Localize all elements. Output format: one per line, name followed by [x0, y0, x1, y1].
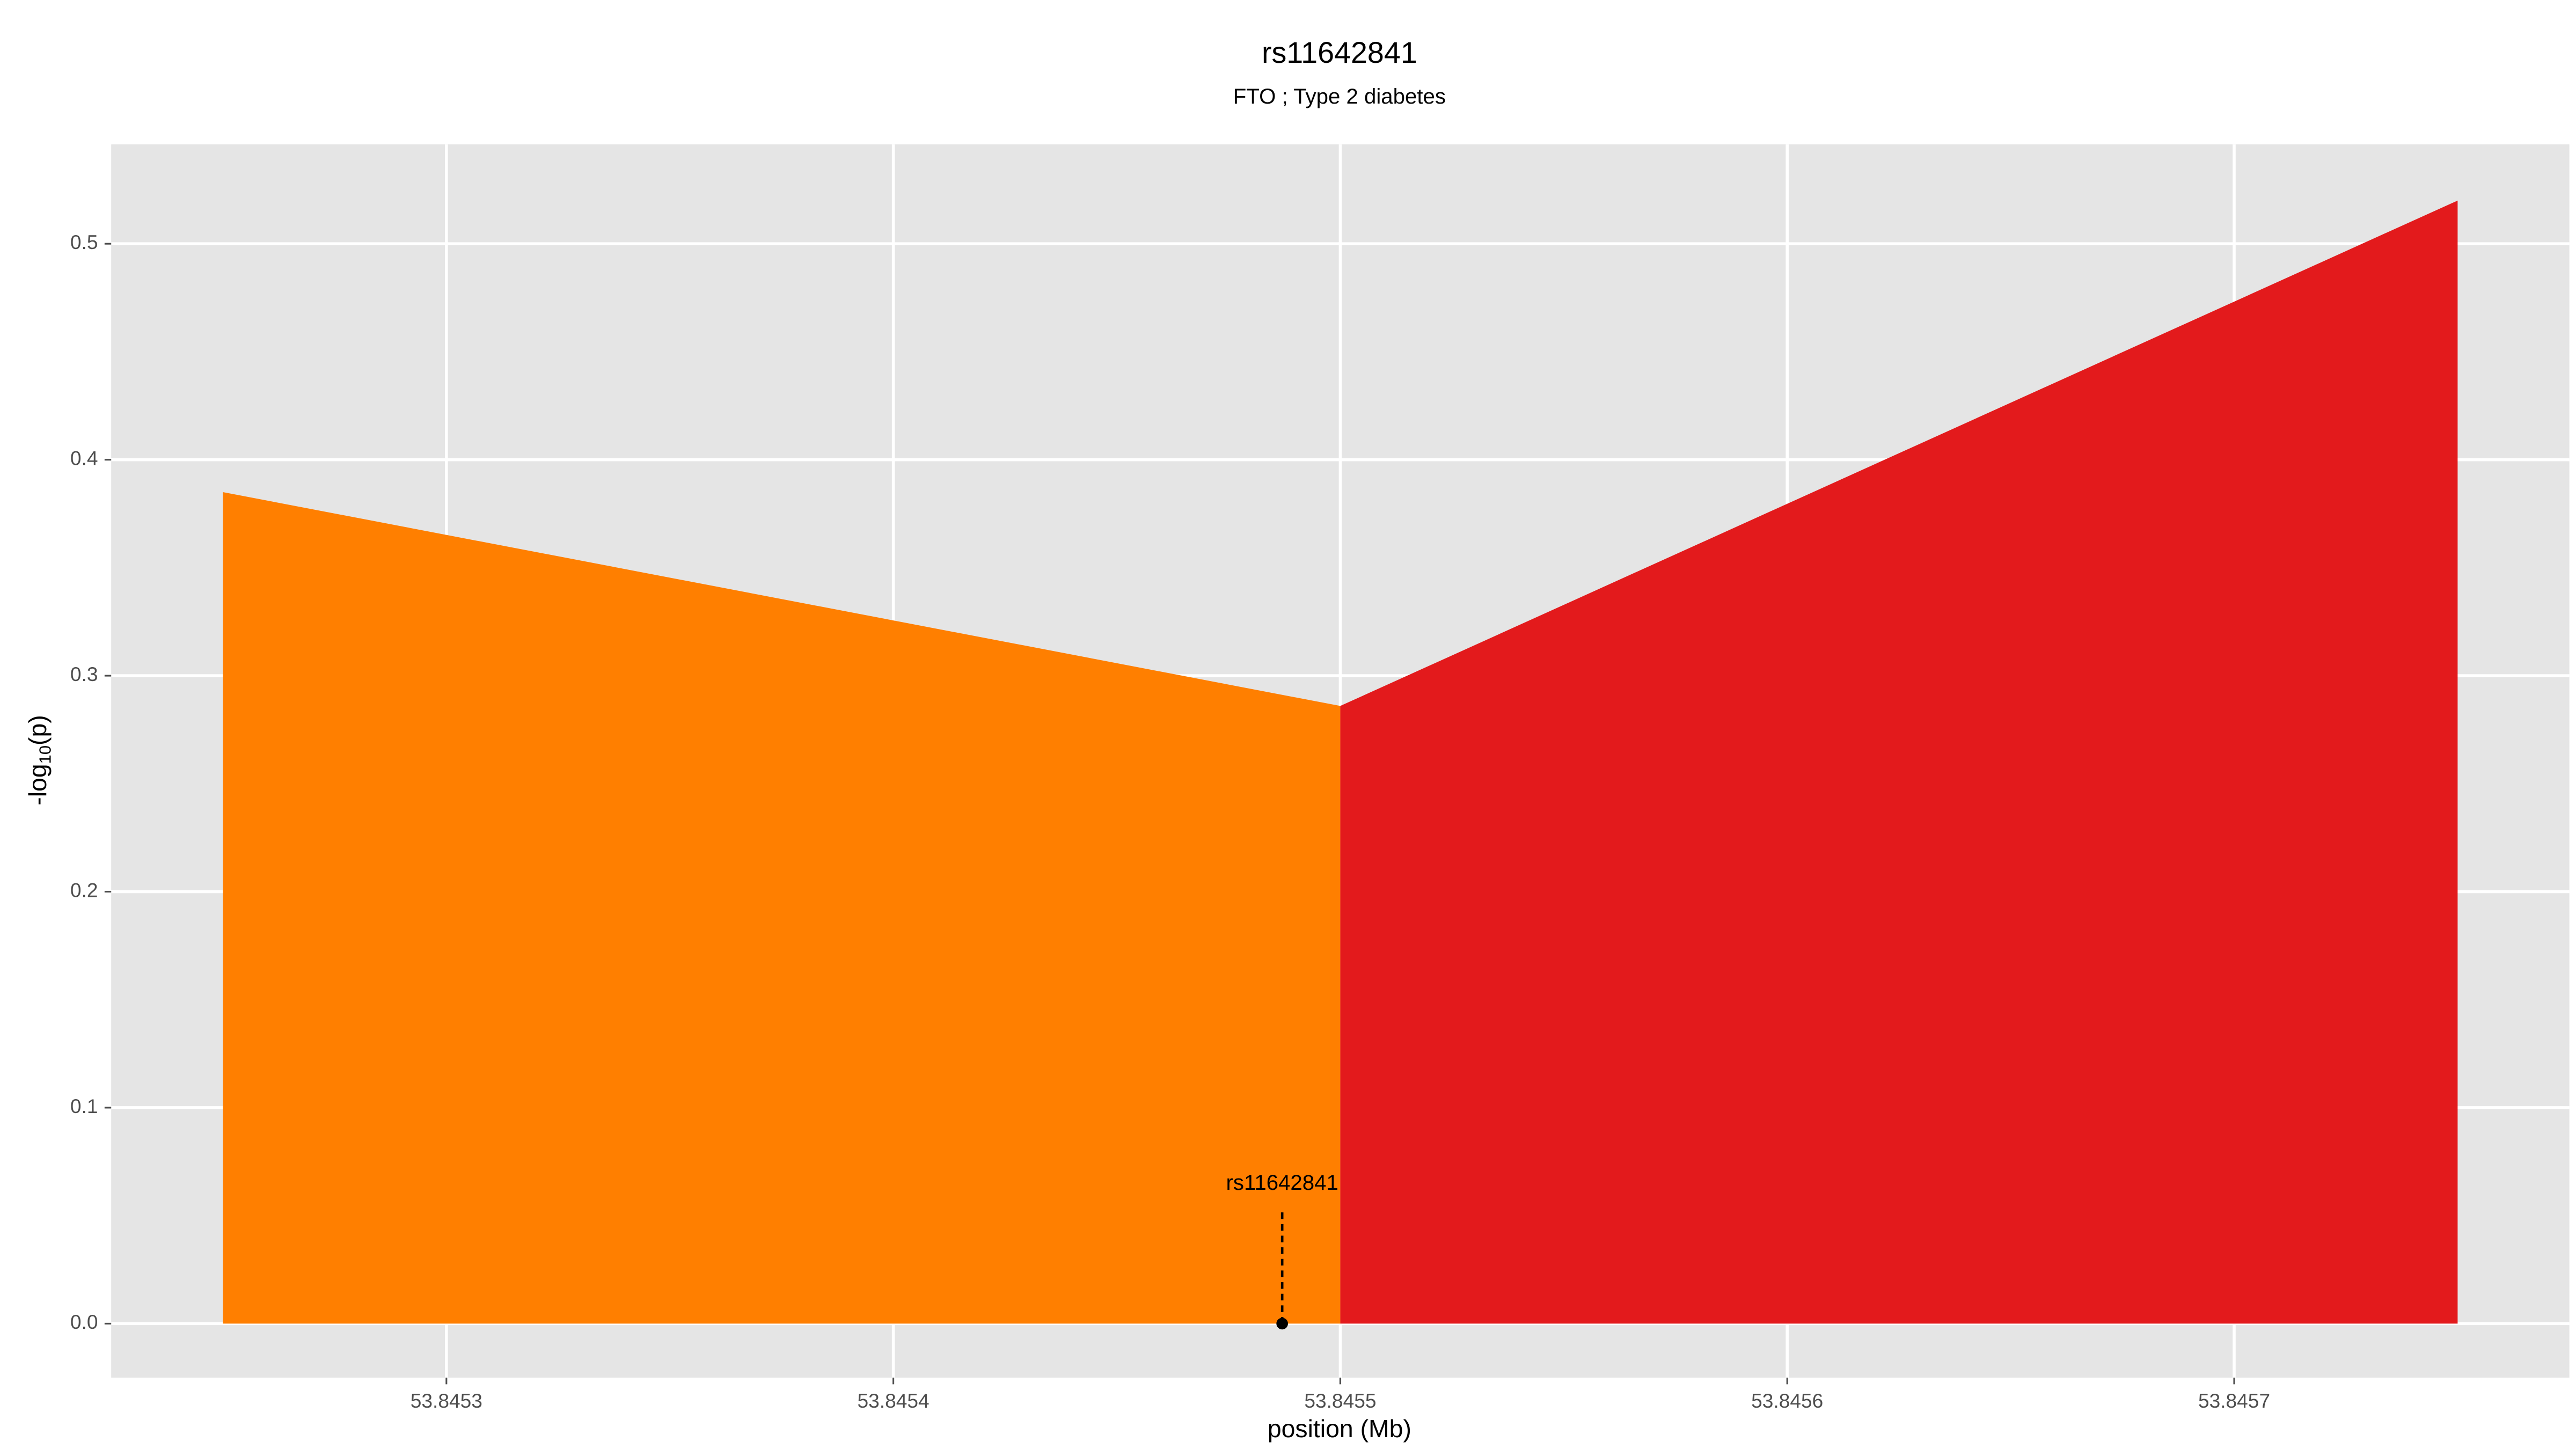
annotation-point	[1276, 1318, 1288, 1330]
annotation-label: rs11642841	[1226, 1170, 1338, 1195]
y-tick-label: 0.1	[70, 1095, 98, 1117]
y-tick-label: 0.3	[70, 663, 98, 685]
y-tick-label: 0.4	[70, 447, 98, 469]
chart-title: rs11642841	[1262, 36, 1417, 69]
y-tick-label: 0.0	[70, 1311, 98, 1333]
chart-subtitle: FTO ; Type 2 diabetes	[1233, 84, 1446, 108]
x-tick-label: 53.8453	[411, 1389, 482, 1412]
x-axis-label: position (Mb)	[1268, 1415, 1411, 1443]
y-axis-label: -log10(p)	[24, 715, 54, 805]
x-tick-label: 53.8455	[1304, 1389, 1376, 1412]
area	[223, 492, 1341, 1324]
x-tick-label: 53.8457	[2198, 1389, 2270, 1412]
x-tick-label: 53.8456	[1751, 1389, 1823, 1412]
x-tick-label: 53.8454	[858, 1389, 930, 1412]
y-tick-label: 0.2	[70, 879, 98, 901]
y-label-part: (p)	[24, 715, 52, 745]
y-tick-label: 0.5	[70, 231, 98, 253]
area	[1340, 200, 2458, 1324]
y-label-part: -log	[24, 764, 52, 805]
y-label-sub: 10	[36, 745, 55, 764]
